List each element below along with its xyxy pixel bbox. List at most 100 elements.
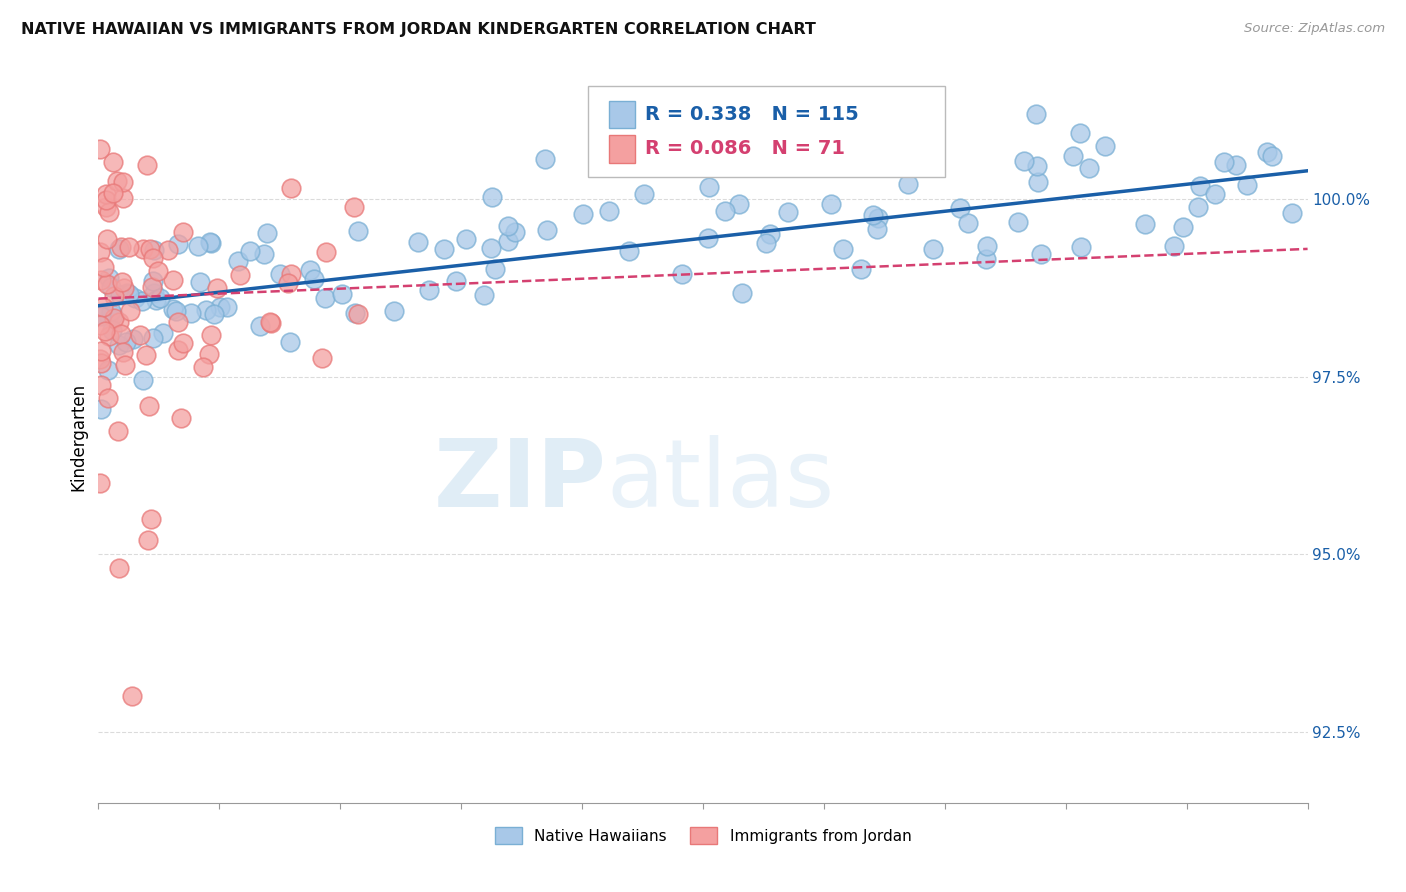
Point [136, 533, 159, 547]
Point [347, 224, 370, 238]
Point [949, 201, 972, 215]
Point [90, 309, 112, 323]
Point [135, 348, 157, 362]
Point [1171, 219, 1194, 234]
Point [343, 306, 366, 320]
Text: atlas: atlas [606, 435, 835, 527]
Point [1094, 139, 1116, 153]
Point [503, 225, 526, 239]
Point [633, 186, 655, 201]
Point [342, 200, 364, 214]
Point [132, 242, 155, 256]
Point [108, 338, 131, 352]
FancyBboxPatch shape [588, 86, 945, 178]
Point [699, 179, 721, 194]
Point [146, 264, 169, 278]
Point [433, 242, 456, 256]
Point [101, 323, 124, 337]
Point [1135, 218, 1157, 232]
Point [145, 293, 167, 308]
Point [1029, 247, 1052, 261]
Point [534, 153, 557, 167]
Point [138, 242, 160, 256]
Point [496, 219, 519, 233]
Point [228, 268, 250, 283]
Point [1187, 200, 1209, 214]
Point [94, 193, 117, 207]
Point [311, 351, 333, 366]
Point [180, 306, 202, 320]
Point [228, 253, 250, 268]
Point [382, 303, 405, 318]
Point [454, 232, 477, 246]
Point [107, 561, 129, 575]
Point [91, 309, 114, 323]
Point [142, 330, 165, 344]
Point [200, 235, 222, 250]
Point [121, 690, 143, 704]
Point [90, 402, 112, 417]
Point [976, 252, 998, 267]
Point [536, 222, 558, 236]
Point [94, 187, 117, 202]
Point [115, 334, 138, 349]
Point [496, 234, 519, 248]
Point [162, 302, 184, 317]
Point [111, 276, 134, 290]
Point [172, 225, 194, 239]
Point [1204, 186, 1226, 201]
Point [200, 235, 222, 249]
Point [114, 358, 136, 372]
Point [89, 142, 111, 156]
Point [1260, 149, 1282, 163]
Point [200, 327, 222, 342]
Point [302, 272, 325, 286]
Point [96, 277, 118, 292]
Point [89, 352, 111, 367]
Point [100, 279, 122, 293]
Text: R = 0.338   N = 115: R = 0.338 N = 115 [645, 105, 859, 124]
Point [149, 291, 172, 305]
Point [299, 262, 322, 277]
Point [831, 243, 853, 257]
Point [728, 197, 751, 211]
Point [97, 271, 120, 285]
Point [280, 181, 302, 195]
Point [714, 203, 737, 218]
Point [598, 203, 620, 218]
Point [136, 158, 159, 172]
Point [167, 315, 190, 329]
Point [131, 293, 153, 308]
Point [202, 307, 225, 321]
Point [314, 291, 336, 305]
Point [138, 399, 160, 413]
Point [107, 424, 129, 438]
Point [1025, 107, 1047, 121]
Point [239, 244, 262, 259]
Point [1026, 175, 1049, 189]
Point [89, 318, 111, 332]
Point [167, 343, 190, 358]
Point [1225, 157, 1247, 171]
Point [481, 190, 503, 204]
Point [112, 281, 135, 295]
Point [172, 336, 194, 351]
Point [100, 304, 122, 318]
Point [101, 186, 124, 200]
Point [759, 227, 782, 242]
Point [259, 314, 281, 328]
Point [169, 410, 191, 425]
Point [922, 242, 945, 256]
Point [820, 197, 842, 211]
Point [418, 283, 440, 297]
Point [118, 286, 141, 301]
Point [444, 274, 467, 288]
Text: NATIVE HAWAIIAN VS IMMIGRANTS FROM JORDAN KINDERGARTEN CORRELATION CHART: NATIVE HAWAIIAN VS IMMIGRANTS FROM JORDA… [21, 22, 815, 37]
Point [89, 476, 111, 491]
Point [1077, 161, 1099, 175]
Point [141, 280, 163, 294]
Point [278, 334, 301, 349]
Point [755, 236, 778, 251]
Point [195, 302, 218, 317]
Point [111, 175, 134, 189]
